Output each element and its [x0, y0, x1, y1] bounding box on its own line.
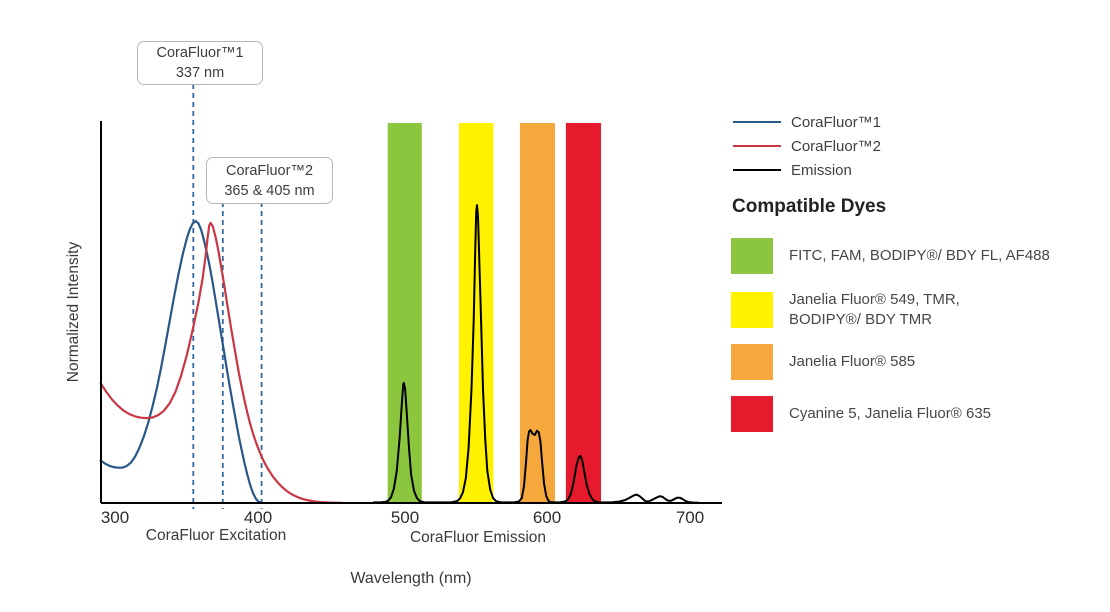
- excitation-curve-corafluor2: [99, 221, 344, 504]
- callout-corafluor1-name: CoraFluor™1: [156, 45, 244, 61]
- emission-sublabel: CoraFluor Emission: [409, 529, 547, 546]
- x-tick-700: 700: [675, 508, 705, 527]
- dye-row-red: Cyanine 5, Janelia Fluor® 635: [731, 396, 1103, 432]
- x-tick-600: 600: [532, 508, 562, 527]
- callout-corafluor1: CoraFluor™1 337 nm: [137, 41, 263, 85]
- y-axis-label: Normalized Intensity: [65, 241, 82, 383]
- legend-label-emission: Emission: [791, 161, 852, 179]
- callout-corafluor2: CoraFluor™2 365 & 405 nm: [206, 157, 333, 204]
- x-tick-400: 400: [243, 508, 273, 527]
- callout-corafluor2-name: CoraFluor™2: [225, 162, 314, 179]
- callout-corafluor2-wavelength: 365 & 405 nm: [224, 182, 315, 199]
- legend-label-corafluor2: CoraFluor™2: [791, 137, 882, 155]
- dye-label-yellow-line2: BODIPY®/ BDY TMR: [789, 311, 933, 329]
- emission-curve: [372, 204, 700, 504]
- legend-item-corafluor2: CoraFluor™2: [733, 137, 881, 155]
- dye-label-red: Cyanine 5, Janelia Fluor® 635: [789, 404, 992, 422]
- dye-label-yellow-line1: Janelia Fluor® 549, TMR,: [789, 291, 960, 308]
- dye-row-orange: Janelia Fluor® 585: [731, 344, 1103, 380]
- compatible-dyes-heading: Compatible Dyes: [732, 196, 887, 217]
- red-band-swatch: [731, 396, 773, 432]
- filter-band-orange: [519, 123, 555, 503]
- excitation-sublabel: CoraFluor Excitation: [145, 527, 287, 544]
- legend-item-emission: Emission: [733, 161, 852, 179]
- x-axis-label: Wavelength (nm): [350, 570, 472, 587]
- legend-label-corafluor1: CoraFluor™1: [791, 113, 882, 131]
- x-tick-300: 300: [100, 508, 130, 527]
- dye-row-green: FITC, FAM, BODIPY®/ BDY FL, AF488: [731, 238, 1103, 274]
- x-tick-500: 500: [390, 508, 420, 527]
- excitation-curve-corafluor1: [99, 219, 263, 504]
- yellow-band-swatch: [731, 292, 773, 329]
- filter-band-red: [565, 123, 601, 503]
- orange-band-swatch: [731, 344, 773, 380]
- legend-item-corafluor1: CoraFluor™1: [733, 113, 881, 131]
- corafluor2-line-swatch: [733, 144, 781, 148]
- green-band-swatch: [731, 238, 773, 274]
- dye-label-orange: Janelia Fluor® 585: [789, 352, 916, 370]
- corafluor1-line-swatch: [733, 120, 781, 124]
- filter-band-green: [387, 123, 422, 503]
- dye-row-yellow: Janelia Fluor® 549, TMR, BODIPY®/ BDY TM…: [731, 290, 1103, 330]
- filter-band-yellow: [459, 123, 494, 503]
- dye-label-green: FITC, FAM, BODIPY®/ BDY FL, AF488: [789, 246, 1050, 264]
- emission-line-swatch: [733, 168, 781, 172]
- callout-corafluor1-wavelength: 337 nm: [175, 65, 225, 81]
